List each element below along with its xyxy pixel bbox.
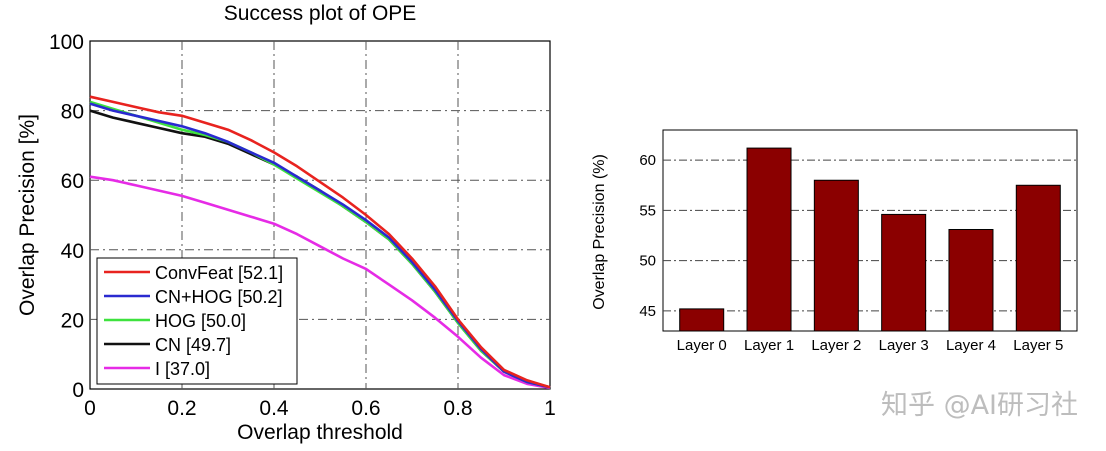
y-tick-label: 60: [639, 152, 656, 169]
bar: [881, 213, 927, 332]
success-plot-y-axis-label: Overlap Precision [%]: [16, 114, 39, 316]
category-label: Layer 1: [744, 337, 794, 354]
x-tick-label: 0.6: [351, 397, 380, 420]
success-plot-lines: [89, 95, 551, 390]
legend-items: ConvFeat [52.1] CN+HOG [50.2] HOG [50.0] CN…: [104, 263, 283, 379]
success-plot-x-ticks: 0 0.2 0.4 0.6 0.8 1: [84, 397, 556, 420]
legend-label: HOG [50.0]: [155, 311, 246, 331]
bar-chart-y-ticks: 45 50 55 60: [639, 152, 656, 320]
success-plot-title: Success plot of OPE: [224, 2, 417, 25]
y-tick-label: 60: [61, 170, 84, 193]
x-tick-label: 0: [84, 397, 96, 420]
bar-chart-bars: [679, 147, 1061, 332]
category-label: Layer 5: [1013, 337, 1063, 354]
series-line: [89, 95, 551, 389]
y-tick-label: 50: [639, 253, 656, 270]
legend-label: CN+HOG [50.2]: [155, 287, 283, 307]
legend-label: CN [49.7]: [155, 335, 231, 355]
bar: [948, 228, 994, 332]
y-tick-label: 0: [72, 379, 84, 402]
x-tick-label: 0.2: [167, 397, 196, 420]
category-label: Layer 0: [677, 337, 727, 354]
success-plot-y-ticks: 0 20 40 60 80 100: [49, 31, 84, 402]
legend-label: I [37.0]: [155, 359, 210, 379]
bar-chart-frame: [662, 129, 1078, 332]
success-plot-legend: ConvFeat [52.1] CN+HOG [50.2] HOG [50.0] CN…: [96, 257, 298, 385]
y-tick-label: 80: [61, 101, 84, 124]
series-line: [89, 175, 551, 390]
bar: [746, 147, 792, 332]
y-tick-label: 100: [49, 31, 84, 54]
x-tick-label: 1: [544, 397, 556, 420]
y-tick-label: 55: [639, 202, 656, 219]
category-label: Layer 2: [811, 337, 861, 354]
bar-chart-category-labels: Layer 0 Layer 1 Layer 2 Layer 3 Layer 4 Layer…: [677, 337, 1064, 354]
bar: [813, 179, 859, 332]
legend-label: ConvFeat [52.1]: [155, 263, 283, 283]
bar: [679, 308, 725, 332]
bar: [1015, 184, 1061, 332]
y-tick-label: 40: [61, 240, 84, 263]
success-plot-x-axis-label: Overlap threshold: [237, 421, 403, 444]
success-plot: Success plot of OPE 0 20 40 60 80 100 0 0.2 0.4…: [16, 2, 556, 444]
x-tick-label: 0.8: [443, 397, 472, 420]
watermark: 知乎 @AI研习社: [881, 390, 1078, 421]
y-tick-label: 20: [61, 309, 84, 332]
y-tick-label: 45: [639, 303, 656, 320]
bar-chart-y-axis-label: Overlap Precision (%): [591, 154, 608, 310]
category-label: Layer 3: [879, 337, 929, 354]
x-tick-label: 0.4: [259, 397, 289, 420]
category-label: Layer 4: [946, 337, 996, 354]
bar-chart-grid: [663, 159, 1077, 312]
